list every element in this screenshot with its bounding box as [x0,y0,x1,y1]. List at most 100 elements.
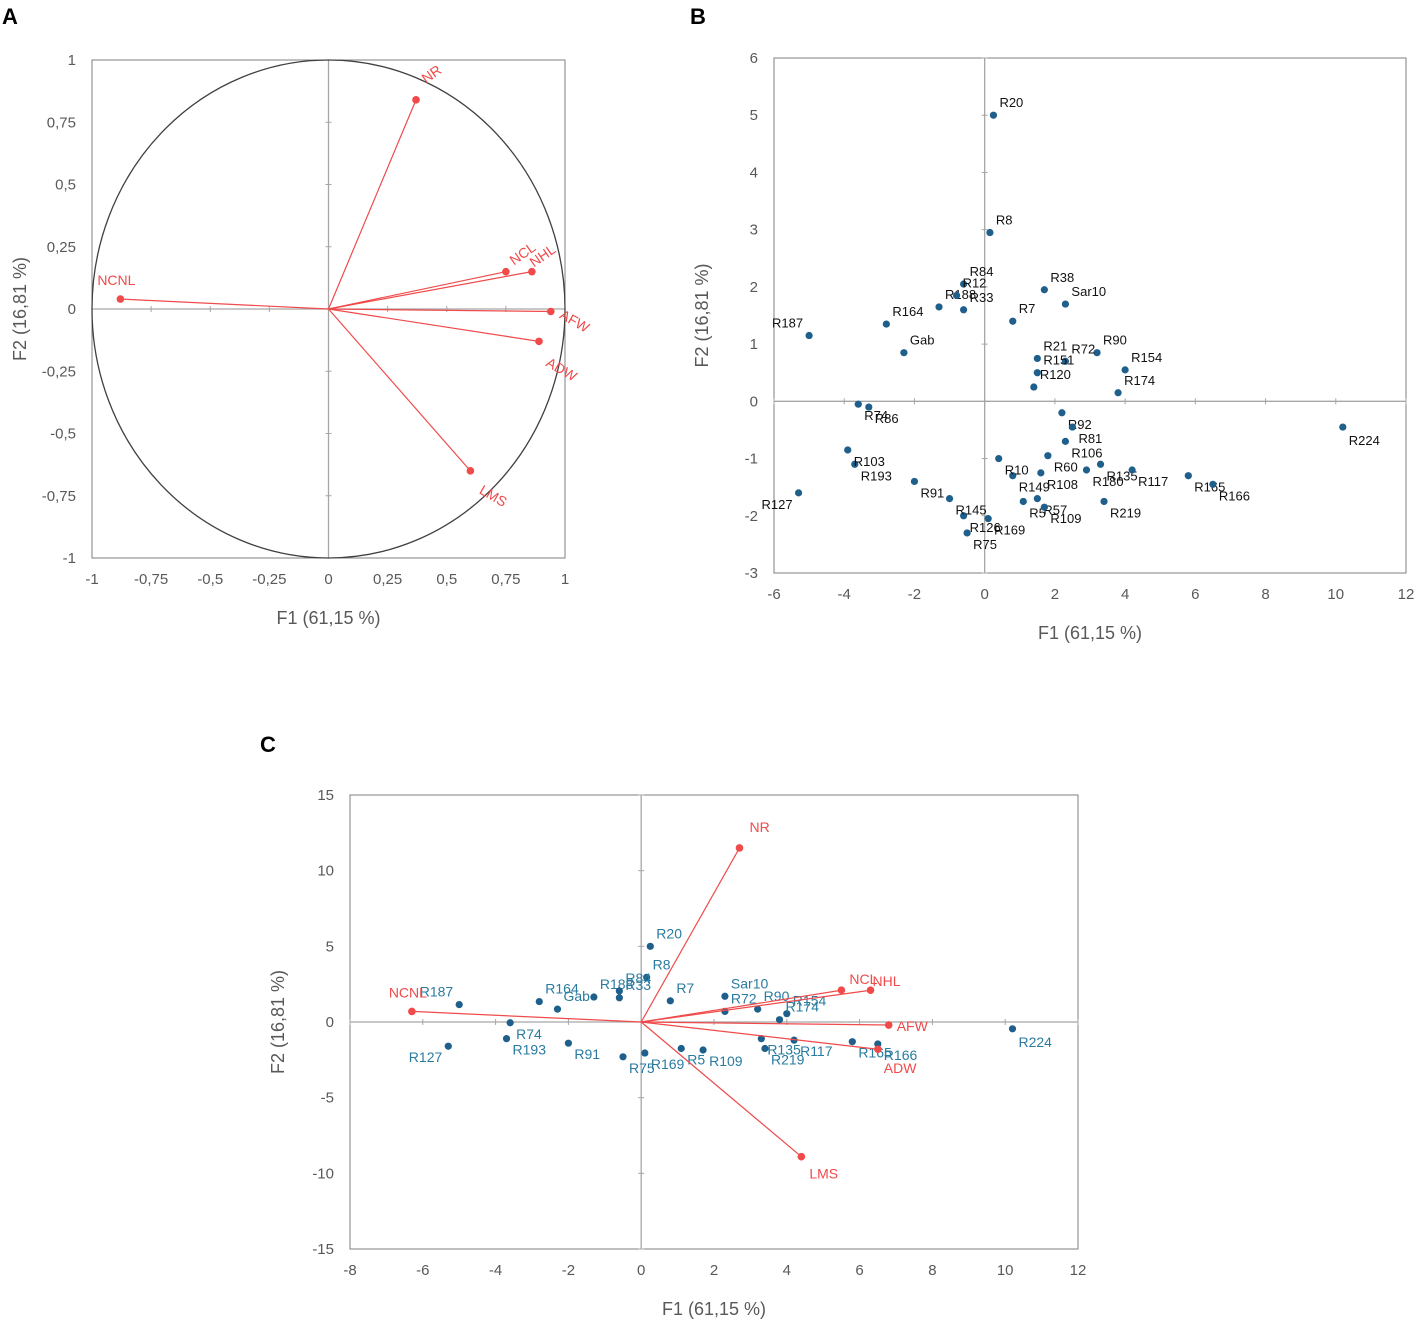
vector-tip-adw [874,1045,882,1054]
point-label-r164: R164 [545,981,579,997]
x-tick-label: -4 [489,1262,502,1279]
point-label-r127: R127 [761,497,792,512]
point-r33 [615,994,623,1002]
point-r164 [882,320,890,328]
point-r90 [1093,349,1101,357]
vector-label-lms: LMS [809,1166,838,1182]
point-label-r117: R117 [800,1043,833,1059]
point-r135 [757,1035,765,1043]
point-label-r224: R224 [1349,433,1380,448]
y-tick-label: 4 [750,164,758,181]
vector-label-lms: LMS [477,482,510,510]
point-label-r7: R7 [676,980,694,996]
point-r91 [564,1039,573,1047]
point-r8 [986,228,994,237]
x-tick-label: -6 [767,586,780,603]
point-r145 [945,495,954,503]
y-axis-title: F2 (16,81 %) [692,263,712,367]
vector-tip-ncl [502,267,510,276]
vector-ncnl [411,1010,642,1023]
point-r86 [865,403,873,411]
y-tick-label: -3 [745,565,758,582]
point-label-r193: R193 [513,1042,547,1058]
point-label-r120: R120 [1040,367,1071,382]
point-label-r109: R109 [709,1053,743,1069]
x-tick-label: -8 [343,1262,356,1279]
point-label-r75: R75 [629,1060,655,1076]
x-tick-label: -2 [562,1262,575,1279]
x-tick-label: 6 [855,1262,863,1279]
y-tick-label: -1 [63,550,76,567]
y-tick-label: -0,25 [42,363,76,380]
vector-label-ncl: NCL [849,971,877,987]
point-label-r151: R151 [1043,353,1074,368]
point-label-r103: R103 [854,454,885,469]
panel-label-b: B [690,4,706,29]
x-tick-label: 12 [1398,586,1415,603]
y-tick-label: 2 [750,279,758,296]
vector-tip-ncl [837,986,846,995]
point-label-r166: R166 [884,1047,918,1063]
point-label-r126: R126 [970,520,1001,535]
x-tick-label: 0,75 [491,571,520,588]
point-label-r174: R174 [1124,373,1155,388]
vector-label-afw: AFW [897,1018,929,1034]
point-r219 [1100,497,1108,506]
vector-tip-ncnl [408,1007,416,1016]
vector-label-nr: NR [749,819,769,835]
point-label-r20: R20 [656,925,682,941]
point-r187 [455,1000,463,1009]
point-sar10 [721,992,729,1000]
point-label-r7: R7 [1019,301,1036,316]
vector-tip-lms [466,467,475,475]
vector-nhl [641,989,871,1023]
vector-lms [640,1021,802,1158]
point-r126 [960,512,968,520]
panel-label-c: C [260,732,276,757]
vector-tip-nr [412,96,420,104]
point-label-r188: R188 [945,287,976,302]
point-label-r90: R90 [1103,333,1127,348]
x-tick-label: 2 [1051,586,1059,603]
point-label-r219: R219 [771,1051,805,1067]
y-tick-label: 0 [326,1014,334,1031]
x-tick-label: -0,5 [197,571,223,588]
point-sar10 [1061,300,1070,308]
point-label-r219: R219 [1110,505,1141,520]
point-label-r60: R60 [1054,460,1078,475]
point-r165 [1184,472,1192,480]
point-r8 [643,973,651,981]
y-tick-label: -1 [745,451,758,468]
point-r75 [963,529,971,537]
point-r92 [1058,409,1066,417]
biplot: -8 -6 -4 -2 0 2 4 6 8 10 12 15 10 5 0 -5 -10 -15 F1 (61,15… [268,787,1086,1319]
point-r120 [1030,383,1038,391]
x-tick-label: 12 [1070,1262,1087,1279]
point-r12 [952,291,961,300]
x-axis-title: F1 (61,15 %) [1038,623,1142,643]
point-label-sar10: Sar10 [731,975,769,991]
point-label-r91: R91 [574,1046,600,1062]
point-r224 [1339,423,1347,431]
point-r84 [960,280,968,288]
y-tick-label: 0,5 [55,177,76,194]
point-label-r135: R135 [767,1042,801,1058]
point-label-r166: R166 [1219,488,1250,503]
point-label-r127: R127 [409,1049,443,1065]
point-r57 [1033,495,1041,503]
point-r5 [677,1044,685,1053]
vector-label-nhl: NHL [873,973,901,989]
point-label-r117: R117 [1138,474,1168,489]
vector-tip-afw [884,1021,893,1029]
point-label-r165: R165 [858,1045,892,1061]
x-tick-label: 0 [637,1262,645,1279]
point-r174 [1114,389,1122,397]
vector-label-adw: ADW [884,1060,917,1076]
x-tick-label: 6 [1191,586,1199,603]
point-label-r187: R187 [420,984,454,1000]
point-label-r180: R180 [1092,474,1123,489]
point-label-r165: R165 [1194,480,1225,495]
x-tick-label: 8 [1261,586,1269,603]
point-r169 [984,515,992,523]
point-r91 [910,477,919,486]
